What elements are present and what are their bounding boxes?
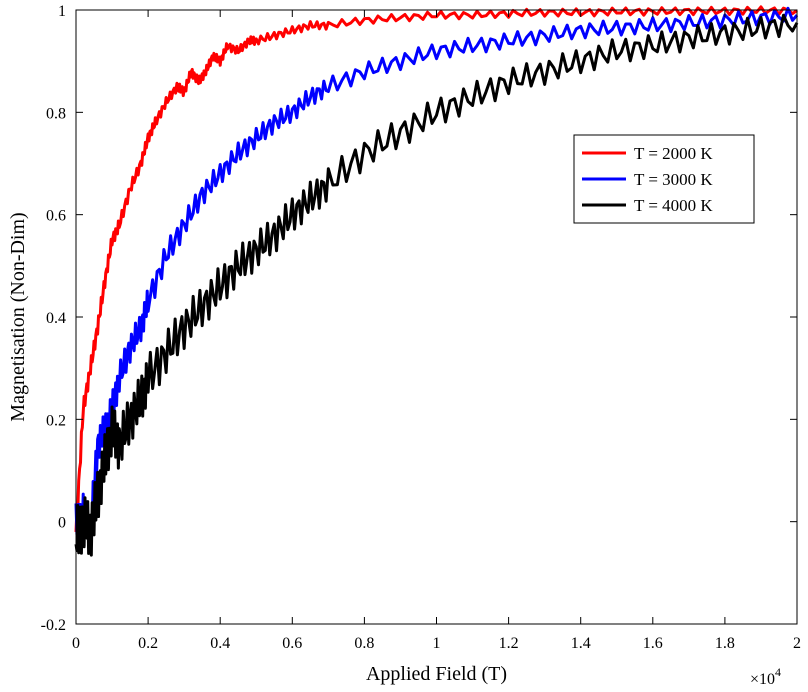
x-tick-label: 2 (793, 635, 801, 652)
x-tick-label: 0.2 (138, 635, 158, 652)
y-tick-label: 0.4 (46, 310, 66, 327)
x-tick-label: 0.4 (210, 635, 230, 652)
x-tick-label: 0 (72, 635, 80, 652)
x-tick-label: 1.2 (499, 635, 519, 652)
y-axis-title: Magnetisation (Non-Dim) (7, 212, 29, 421)
x-axis-exponent-base: ×10 (750, 671, 775, 688)
x-tick-label: 1 (433, 635, 441, 652)
x-tick-label: 0.6 (282, 635, 302, 652)
x-axis-exponent: ×104 (750, 665, 781, 688)
y-tick-label: 0.6 (46, 208, 66, 225)
series-line-1 (74, 5, 798, 532)
series-line-3 (74, 13, 799, 557)
y-tick-label: 0.8 (46, 105, 66, 122)
x-axis-title: Applied Field (T) (366, 663, 507, 685)
x-tick-label: 1.6 (643, 635, 663, 652)
x-tick-label: 1.4 (571, 635, 591, 652)
plot-area (74, 5, 799, 557)
x-tick-label: 0.8 (354, 635, 374, 652)
x-axis-exponent-power: 4 (775, 665, 781, 679)
legend-label-3: T = 4000 K (634, 196, 713, 215)
y-tick-label: 0 (58, 515, 66, 532)
y-tick-label: 1 (58, 3, 66, 20)
legend-label-2: T = 3000 K (634, 170, 713, 189)
axes: 0 0.2 0.4 0.6 0.8 1 1.2 1.4 1.6 1.8 2 -0.2 0 0.2 0.4 0.… (41, 3, 801, 652)
legend: T = 2000 K T = 3000 K T = 4000 K (573, 134, 755, 224)
y-tick-label: -0.2 (41, 617, 66, 634)
y-tick-label: 0.2 (46, 412, 66, 429)
legend-label-1: T = 2000 K (634, 144, 713, 163)
x-tick-label: 1.8 (715, 635, 735, 652)
series-line-2 (74, 6, 799, 550)
plot-frame (75, 9, 798, 625)
